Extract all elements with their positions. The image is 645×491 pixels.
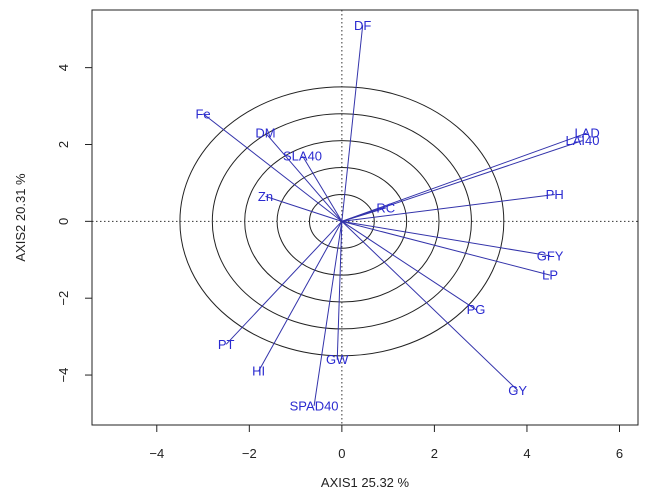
reference-lines [92, 10, 638, 425]
label-gw: GW [326, 352, 349, 367]
x-tick-label: 6 [616, 446, 623, 461]
y-tick-label: −2 [56, 291, 71, 306]
label-gy: GY [508, 383, 527, 398]
x-tick-label: 2 [431, 446, 438, 461]
label-rc: RC [376, 200, 395, 215]
label-zn: Zn [258, 189, 273, 204]
arrow-ph [341, 193, 555, 222]
arrow-lad [341, 132, 588, 222]
arrow-fe [202, 113, 343, 222]
arrow-hi [258, 221, 343, 372]
arrow-sla40 [302, 155, 343, 222]
y-tick-label: 0 [56, 218, 71, 225]
arrow-lp [341, 220, 551, 276]
x-axis-title: AXIS1 25.32 % [321, 475, 410, 490]
arrow-gy [341, 220, 519, 391]
arrow-dm [265, 132, 343, 222]
arrows-layer [202, 25, 588, 406]
arrow-lai40 [341, 140, 583, 222]
y-tick-label: −4 [56, 368, 71, 383]
label-hi: HI [252, 364, 265, 379]
y-tick-label: 4 [56, 64, 71, 71]
x-tick-label: −4 [149, 446, 164, 461]
x-tick-label: 4 [523, 446, 530, 461]
x-tick-label: 0 [338, 446, 345, 461]
label-lai40: LAI40 [565, 133, 599, 148]
arrow-pt [225, 220, 343, 345]
label-spad40: SPAD40 [290, 398, 339, 413]
arrow-df [341, 25, 364, 222]
arrow-pg [341, 220, 477, 311]
label-pt: PT [218, 337, 235, 352]
y-tick-label: 2 [56, 141, 71, 148]
x-tick-label: −2 [242, 446, 257, 461]
label-lp: LP [542, 268, 558, 283]
x-axis: −4 −2 0 2 4 6 [149, 425, 623, 461]
label-pg: PG [467, 302, 486, 317]
label-sla40: SLA40 [283, 149, 322, 164]
y-axis-title: AXIS2 20.31 % [13, 173, 28, 262]
arrow-zn [265, 195, 343, 222]
plot-frame [91, 9, 639, 426]
label-lad: LAD [574, 125, 599, 140]
label-gfy: GFY [537, 248, 564, 263]
label-df: DF [354, 18, 371, 33]
y-axis: −4 −2 0 2 4 [56, 64, 92, 382]
label-ph: PH [546, 187, 564, 202]
arrow-gw [336, 221, 343, 360]
arrow-spad40 [313, 221, 343, 406]
label-dm: DM [255, 125, 275, 140]
label-fe: Fe [195, 106, 210, 121]
arrow-gfy [341, 220, 551, 257]
